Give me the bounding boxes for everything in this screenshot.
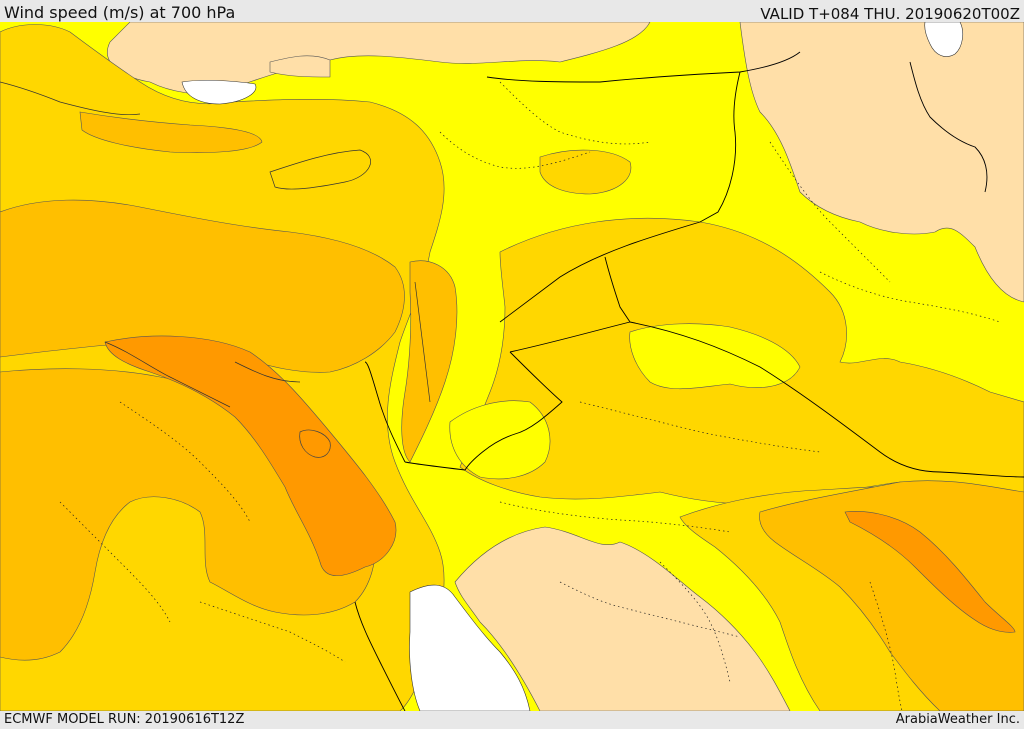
wind-speed-map[interactable]: [0, 22, 1024, 711]
model-run: ECMWF MODEL RUN: 20190616T12Z: [4, 712, 245, 727]
high-zone-west-upper: [79, 111, 263, 153]
calm-zone-northeast: [739, 22, 1024, 303]
water-redsea-south: [409, 584, 531, 711]
country-borders: [354, 51, 1024, 711]
calm-zone-north: [107, 22, 651, 95]
water-caspian-fragment: [924, 22, 964, 57]
high-zone-southeast: [759, 480, 1024, 711]
valid-time: VALID T+084 THU. 20190620T00Z: [760, 5, 1020, 23]
water-blacksea-strip: [181, 79, 257, 105]
mid-zone-east-small: [539, 149, 632, 195]
very-high-zone-southeast: [844, 511, 1016, 633]
footer-bar: ECMWF MODEL RUN: 20190616T12Z ArabiaWeat…: [0, 711, 1024, 729]
map-title: Wind speed (m/s) at 700 hPa: [4, 3, 236, 22]
header-bar: Wind speed (m/s) at 700 hPa VALID T+084 …: [0, 0, 1024, 23]
very-high-zone-redsea: [104, 335, 397, 577]
province-boundaries: [59, 81, 1001, 711]
calm-zone-strip-north: [269, 55, 331, 78]
coastlines: [0, 81, 431, 408]
calm-zone-south: [454, 526, 791, 711]
credit: ArabiaWeather Inc.: [895, 712, 1020, 727]
very-high-core: [299, 429, 331, 458]
low-pocket-west-center: [449, 400, 551, 480]
high-zone-strip: [401, 260, 458, 463]
